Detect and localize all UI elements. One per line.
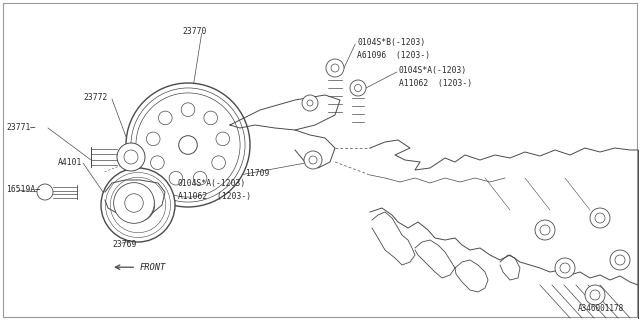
Circle shape — [331, 64, 339, 72]
Text: A4101: A4101 — [58, 158, 82, 167]
Circle shape — [610, 250, 630, 270]
Circle shape — [37, 184, 53, 200]
Text: 23772: 23772 — [83, 93, 108, 102]
Circle shape — [309, 156, 317, 164]
Circle shape — [124, 150, 138, 164]
Circle shape — [560, 263, 570, 273]
Circle shape — [302, 95, 318, 111]
Circle shape — [595, 213, 605, 223]
Text: 23769: 23769 — [112, 240, 136, 249]
Circle shape — [136, 93, 240, 197]
Text: A346001178: A346001178 — [578, 304, 624, 313]
Circle shape — [147, 132, 160, 146]
Circle shape — [615, 255, 625, 265]
Circle shape — [590, 208, 610, 228]
Circle shape — [125, 194, 143, 212]
Circle shape — [555, 258, 575, 278]
Circle shape — [169, 172, 183, 185]
Circle shape — [131, 88, 245, 202]
Circle shape — [590, 290, 600, 300]
Text: A61096  (1203-): A61096 (1203-) — [357, 51, 430, 60]
Circle shape — [117, 143, 145, 171]
Circle shape — [350, 80, 366, 96]
Text: 23770: 23770 — [182, 27, 207, 36]
Circle shape — [304, 151, 322, 169]
Circle shape — [585, 285, 605, 305]
Circle shape — [193, 172, 207, 185]
Circle shape — [212, 156, 225, 170]
Circle shape — [326, 59, 344, 77]
Circle shape — [535, 220, 555, 240]
Circle shape — [181, 103, 195, 116]
Text: 16519A—: 16519A— — [6, 185, 40, 194]
Text: A11062  (1203-): A11062 (1203-) — [399, 79, 472, 88]
Circle shape — [122, 188, 155, 222]
Circle shape — [179, 136, 197, 154]
Circle shape — [204, 111, 218, 125]
Circle shape — [150, 156, 164, 170]
Text: 0104S*B(-1203): 0104S*B(-1203) — [357, 38, 426, 47]
Circle shape — [126, 83, 250, 207]
Circle shape — [110, 177, 166, 233]
Circle shape — [101, 168, 175, 242]
Circle shape — [355, 84, 362, 92]
Circle shape — [159, 111, 172, 125]
Circle shape — [106, 172, 170, 237]
Circle shape — [540, 225, 550, 235]
Circle shape — [131, 197, 145, 212]
Circle shape — [216, 132, 230, 146]
Text: FRONT: FRONT — [140, 263, 166, 272]
Text: 11709: 11709 — [245, 169, 269, 178]
Text: 0104S*A(-1203): 0104S*A(-1203) — [399, 66, 467, 75]
Text: A11062  (1203-): A11062 (1203-) — [178, 192, 251, 201]
Text: 0104S*A(-1203): 0104S*A(-1203) — [178, 179, 246, 188]
Text: 23771—: 23771— — [6, 123, 36, 132]
Circle shape — [307, 100, 313, 106]
Circle shape — [114, 183, 154, 223]
